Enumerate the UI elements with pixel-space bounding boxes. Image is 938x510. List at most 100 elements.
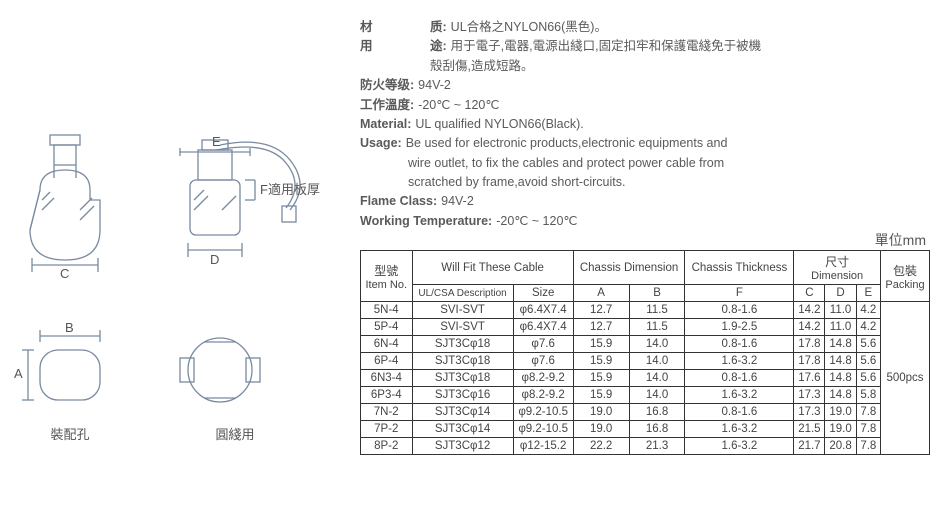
- spec-table: 型號 Item No. Will Fit These Cable Chassis…: [360, 250, 930, 455]
- unit-label: 單位mm: [875, 230, 926, 250]
- cell-ul: SJT3Cφ14: [412, 421, 513, 438]
- cell-C: 14.2: [794, 302, 825, 319]
- cell-ul: SJT3Cφ18: [412, 370, 513, 387]
- cell-F: 0.8-1.6: [685, 336, 794, 353]
- cell-ul: SJT3Cφ14: [412, 404, 513, 421]
- cell-A: 12.7: [573, 319, 629, 336]
- material-en-label: Material:: [360, 117, 411, 131]
- hdr-dim-en: Dimension: [797, 270, 877, 282]
- cell-ul: SVI-SVT: [412, 319, 513, 336]
- table-row: 6P-4SJT3Cφ18φ7.615.914.01.6-3.217.814.85…: [361, 353, 930, 370]
- cell-B: 14.0: [629, 353, 685, 370]
- cell-size: φ7.6: [513, 353, 573, 370]
- cell-D: 11.0: [825, 302, 856, 319]
- hdr-chassis-dim: Chassis Dimension: [573, 251, 685, 285]
- temp-en: -20℃ ~ 120℃: [496, 214, 577, 228]
- cell-B: 16.8: [629, 421, 685, 438]
- cell-C: 17.8: [794, 353, 825, 370]
- usage-en-1: Be used for electronic products,electron…: [406, 136, 728, 150]
- flame-cn-label: 防火等级:: [360, 76, 414, 95]
- hdr-pack-en: Packing: [884, 279, 926, 291]
- cell-ul: SJT3Cφ18: [412, 336, 513, 353]
- cell-E: 4.2: [856, 302, 880, 319]
- hdr-chassis-th: Chassis Thickness: [685, 251, 794, 285]
- hdr-fitcable: Will Fit These Cable: [412, 251, 573, 285]
- cell-E: 7.8: [856, 421, 880, 438]
- diagram-bottom-left: B A 裝配孔: [10, 320, 130, 443]
- cell-B: 21.3: [629, 438, 685, 455]
- table-row: 5N-4SVI-SVTφ6.4X7.412.711.50.8-1.614.211…: [361, 302, 930, 319]
- table-row: 8P-2SJT3Cφ12φ12-15.222.221.31.6-3.221.72…: [361, 438, 930, 455]
- cell-D: 14.8: [825, 370, 856, 387]
- cell-B: 14.0: [629, 336, 685, 353]
- cell-B: 16.8: [629, 404, 685, 421]
- cell-E: 5.6: [856, 336, 880, 353]
- temp-cn-label: 工作溫度:: [360, 96, 414, 115]
- diagram-top-left: C: [10, 130, 130, 300]
- cell-item: 6N3-4: [361, 370, 413, 387]
- diagram-mount-label: 裝配孔: [10, 424, 130, 443]
- dim-f-label: F適用板厚: [260, 182, 320, 197]
- hdr-c: C: [794, 285, 825, 302]
- cell-item: 6P3-4: [361, 387, 413, 404]
- cell-B: 11.5: [629, 302, 685, 319]
- dim-e-label: E: [212, 134, 221, 149]
- hdr-b: B: [629, 285, 685, 302]
- diagram-top-right: E F適用板厚 D: [160, 130, 340, 300]
- cell-A: 15.9: [573, 387, 629, 404]
- hdr-pack-cn: 包裝: [884, 262, 926, 279]
- dim-a-label: A: [14, 366, 23, 381]
- cell-ul: SJT3Cφ12: [412, 438, 513, 455]
- cell-ul: SVI-SVT: [412, 302, 513, 319]
- cell-ul: SJT3Cφ16: [412, 387, 513, 404]
- hdr-ulcsa: UL/CSA Description: [412, 285, 513, 302]
- cell-D: 19.0: [825, 421, 856, 438]
- cell-F: 1.6-3.2: [685, 387, 794, 404]
- hdr-d: D: [825, 285, 856, 302]
- material-cn: UL合格之NYLON66(黑色)。: [451, 18, 607, 37]
- cell-A: 22.2: [573, 438, 629, 455]
- temp-en-label: Working Temperature:: [360, 214, 492, 228]
- cell-F: 1.6-3.2: [685, 353, 794, 370]
- table-row: 6P3-4SJT3Cφ16φ8.2-9.215.914.01.6-3.217.3…: [361, 387, 930, 404]
- cell-size: φ8.2-9.2: [513, 387, 573, 404]
- cell-size: φ6.4X7.4: [513, 319, 573, 336]
- hdr-item-cn: 型號: [364, 262, 409, 279]
- cell-F: 1.6-3.2: [685, 438, 794, 455]
- usage-en-label: Usage:: [360, 136, 402, 150]
- dim-d-label: D: [210, 252, 219, 267]
- dim-c-label: C: [60, 266, 69, 281]
- cell-E: 5.8: [856, 387, 880, 404]
- cell-C: 21.7: [794, 438, 825, 455]
- material-cn-label2: 质:: [430, 18, 447, 37]
- hdr-f: F: [685, 285, 794, 302]
- cell-E: 4.2: [856, 319, 880, 336]
- cell-C: 17.8: [794, 336, 825, 353]
- hdr-size: Size: [513, 285, 573, 302]
- cell-size: φ7.6: [513, 336, 573, 353]
- cell-A: 12.7: [573, 302, 629, 319]
- cell-item: 6P-4: [361, 353, 413, 370]
- usage-cn-label2: 途:: [430, 37, 447, 56]
- cell-A: 15.9: [573, 336, 629, 353]
- cell-packing: 500pcs: [881, 302, 930, 455]
- cell-D: 20.8: [825, 438, 856, 455]
- cell-E: 7.8: [856, 438, 880, 455]
- table-row: 6N-4SJT3Cφ18φ7.615.914.00.8-1.617.814.85…: [361, 336, 930, 353]
- material-cn-label: 材: [360, 18, 430, 37]
- cell-size: φ9.2-10.5: [513, 421, 573, 438]
- cell-item: 8P-2: [361, 438, 413, 455]
- cell-F: 0.8-1.6: [685, 302, 794, 319]
- usage-cn-label: 用: [360, 37, 430, 56]
- cell-F: 0.8-1.6: [685, 370, 794, 387]
- table-row: 5P-4SVI-SVTφ6.4X7.412.711.51.9-2.514.211…: [361, 319, 930, 336]
- cell-E: 7.8: [856, 404, 880, 421]
- cell-item: 7N-2: [361, 404, 413, 421]
- cell-A: 15.9: [573, 353, 629, 370]
- cell-F: 1.9-2.5: [685, 319, 794, 336]
- cell-size: φ6.4X7.4: [513, 302, 573, 319]
- table-row: 7P-2SJT3Cφ14φ9.2-10.519.016.81.6-3.221.5…: [361, 421, 930, 438]
- cell-item: 7P-2: [361, 421, 413, 438]
- cell-D: 19.0: [825, 404, 856, 421]
- cell-C: 21.5: [794, 421, 825, 438]
